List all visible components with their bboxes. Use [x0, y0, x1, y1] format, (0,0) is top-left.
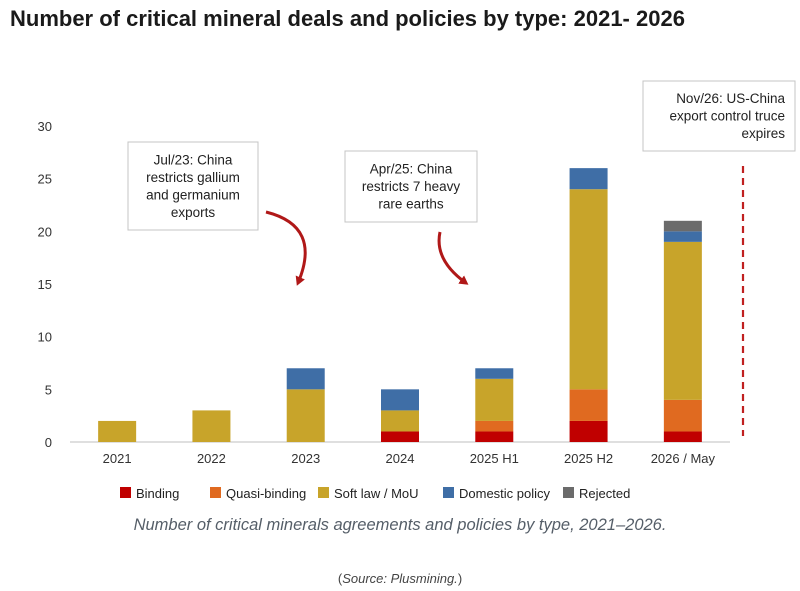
callout-china-gallium-text: restricts gallium — [146, 170, 240, 185]
bar-segment — [475, 431, 514, 442]
page-title: Number of critical mineral deals and pol… — [10, 6, 685, 31]
bar-segment — [381, 431, 419, 442]
source-open: ( — [337, 571, 343, 586]
bar-segment — [663, 241, 702, 400]
y-tick-label: 5 — [45, 382, 52, 397]
callout-china-gallium-box — [127, 141, 259, 231]
legend-swatch — [318, 487, 329, 498]
y-tick-label: 20 — [38, 224, 52, 239]
source-close: ) — [457, 571, 463, 586]
bar-segment — [381, 410, 419, 432]
legend-label: Binding — [136, 486, 179, 501]
callout-china-gallium-text: exports — [171, 205, 216, 220]
bar-segment — [663, 399, 702, 432]
bar-segment — [475, 420, 514, 432]
bar-segment — [569, 168, 608, 190]
bar-segment — [381, 389, 419, 411]
x-tick-label: 2026 / May — [651, 451, 716, 466]
callout-china-rare-earths-text: restricts 7 heavy — [362, 179, 461, 194]
x-tick-label: 2023 — [291, 451, 320, 466]
bar-segment — [98, 420, 137, 442]
callout-truce-expiry-text: Nov/26: US-China — [676, 91, 785, 106]
y-tick-label: 30 — [38, 119, 52, 134]
bar-segment — [663, 231, 702, 242]
callout-truce-expiry-text: export control truce — [669, 109, 785, 124]
bar-segment — [286, 389, 325, 442]
legend-swatch — [443, 487, 454, 498]
callout-truce-expiry-box — [642, 80, 796, 152]
callout-china-rare-earths-text: Apr/25: China — [370, 162, 453, 177]
legend-label: Soft law / MoU — [334, 486, 419, 501]
annotation-arrow — [265, 210, 307, 286]
source-note: (Source: Plusmining.) — [0, 571, 800, 586]
y-tick-label: 10 — [38, 330, 52, 345]
stacked-bar-chart: 0 5 10 15 20 25 30 2021 2022 2023 2024 2025 H1 2025 … — [38, 80, 796, 501]
source-label: Source: Plusmining. — [342, 571, 458, 586]
bar-segment — [569, 389, 608, 421]
x-tick-label: 2024 — [386, 451, 415, 466]
x-tick-label: 2022 — [197, 451, 226, 466]
bar-segment — [192, 410, 231, 442]
legend-swatch — [563, 487, 574, 498]
y-tick-label: 0 — [45, 435, 52, 450]
bar-segment — [569, 420, 608, 442]
callout-china-gallium-text: Jul/23: China — [154, 152, 233, 167]
bar-segment — [663, 220, 702, 232]
bar-segment — [286, 368, 325, 390]
x-tick-label: 2021 — [103, 451, 132, 466]
x-tick-label: 2025 H2 — [564, 451, 613, 466]
bar-segment — [569, 189, 608, 390]
y-tick-label: 15 — [38, 277, 52, 292]
bar-segment — [475, 368, 514, 379]
legend-label: Quasi-binding — [226, 486, 306, 501]
callout-china-gallium-text: and germanium — [146, 187, 240, 202]
legend-label: Domestic policy — [459, 486, 551, 501]
callout-china-rare-earths-box — [344, 150, 478, 223]
bar-segment — [663, 431, 702, 442]
callout-china-rare-earths-text: rare earths — [378, 197, 444, 212]
legend-label: Rejected — [579, 486, 630, 501]
figure-caption: Number of critical minerals agreements a… — [133, 516, 667, 534]
bar-segment — [475, 378, 514, 421]
legend-swatch — [210, 487, 221, 498]
y-tick-label: 25 — [38, 172, 52, 187]
callout-truce-expiry-text: expires — [741, 126, 785, 141]
annotation-arrow — [437, 231, 469, 285]
legend-swatch — [120, 487, 131, 498]
x-tick-label: 2025 H1 — [470, 451, 519, 466]
